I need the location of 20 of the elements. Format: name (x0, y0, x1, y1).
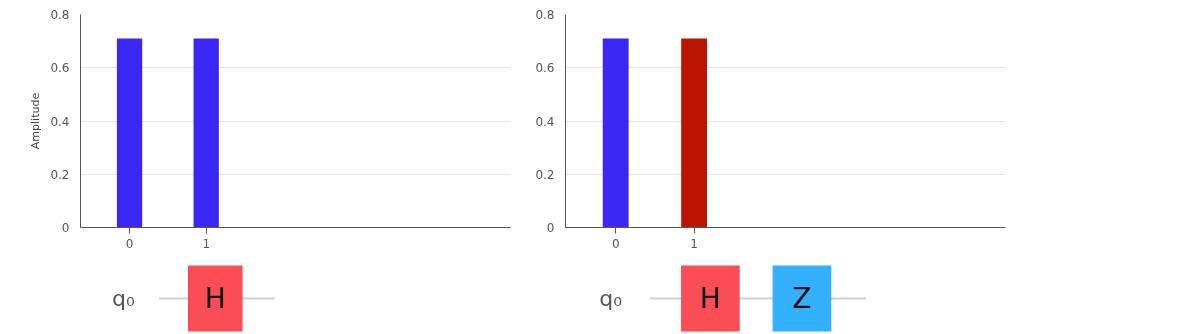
y-tick-label: 0 (61, 221, 70, 235)
y-tick-label: 0.6 (535, 61, 555, 76)
y-tick-label: 0.8 (535, 8, 555, 22)
y-tick-label: 0 (546, 221, 555, 235)
text: H (204, 282, 226, 315)
y-tick-label: 0.4 (535, 114, 555, 129)
y-tick-label: 0.8 (50, 8, 70, 22)
x-tick-label: 0 (125, 236, 134, 251)
text: H (699, 282, 721, 315)
y-tick-label: 0.4 (50, 114, 70, 129)
y-axis-title: Amplitude (29, 92, 43, 150)
y-tick-label: 0.6 (50, 61, 70, 76)
x-tick-label: 0 (611, 236, 620, 251)
x-tick-label: 1 (202, 236, 211, 251)
text: q₀ (111, 286, 135, 311)
y-tick-label: 0.2 (50, 167, 70, 182)
x-tick-label: 1 (690, 236, 698, 251)
text: q₀ (599, 286, 623, 311)
y-tick-label: 0.2 (535, 167, 555, 182)
text: Z (792, 282, 812, 315)
